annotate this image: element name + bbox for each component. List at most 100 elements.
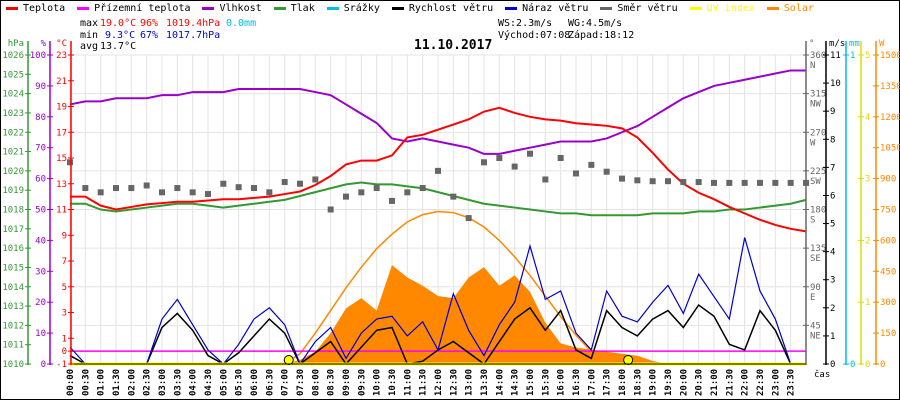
x-tick-label: 10:30 (388, 369, 398, 396)
wind-direction-point (266, 189, 273, 196)
axis-unit-wind: m/s (829, 39, 845, 49)
wind-direction-point (205, 191, 211, 198)
x-tick-label: 22:00 (741, 369, 751, 396)
axis-tick-label: 750 (880, 206, 896, 216)
axis-tick-label: 100 (30, 51, 46, 61)
axis-tick-label: 2 (830, 304, 835, 314)
axis-tick-label: 4 (830, 248, 835, 258)
axis-tick-label: 21 (56, 77, 67, 87)
wind-direction-point (373, 185, 380, 192)
wind-direction-point (711, 179, 717, 186)
x-tick-label: 13:30 (480, 369, 490, 396)
legend-label: Směr větru (617, 3, 678, 14)
axis-tick-label: 0 (41, 360, 46, 370)
legend-swatch (6, 7, 18, 10)
legend-label: Rychlost větru (408, 3, 494, 14)
axis-tick-label: 90 (35, 82, 46, 92)
legend-swatch (273, 7, 286, 10)
wind-direction-point (695, 179, 702, 186)
axis-direction-label: SE (810, 254, 821, 264)
legend-swatch (326, 7, 339, 10)
wind-direction-point (787, 179, 794, 186)
wind-direction-point (235, 184, 242, 191)
stat-max-label: max (80, 18, 99, 29)
wind-direction-point (435, 167, 441, 174)
axis-tick-label: 225 (810, 167, 826, 177)
legend-swatch (505, 7, 518, 10)
axis-tick-label: 1010 (2, 360, 24, 370)
axis-unit-solar: W (879, 39, 885, 49)
axis-tick-label: 45 (810, 321, 821, 331)
stat-max-temp: 19.0°C (100, 18, 137, 29)
axis-tick-label: 6 (830, 191, 835, 201)
stat-sunrise: Východ:07:08 (498, 30, 571, 41)
x-tick-label: 16:00 (557, 369, 567, 396)
wind-direction-point (481, 159, 487, 166)
axis-unit-rain: mm (849, 39, 860, 49)
wind-gust-line (69, 237, 806, 366)
x-tick-label: 18:30 (633, 369, 643, 396)
axis-tick-label: 11 (56, 206, 67, 216)
wind-direction-point (358, 189, 365, 196)
axis-tick-label: 10 (830, 79, 841, 89)
axis-tick-label: 10 (35, 329, 46, 339)
wind-direction-point (97, 189, 104, 196)
axis-direction-label: E (810, 293, 815, 303)
axis-tick-label: 1021 (2, 148, 24, 158)
legend-label: Teplota (23, 3, 66, 14)
legend: Teplota Přízemní teplota Vlhkost Tlak Srážky… (6, 3, 814, 14)
x-tick-label: 07:30 (296, 369, 306, 396)
axis-direction-label: W (810, 138, 816, 148)
axis-tick-label: 0 (865, 360, 870, 370)
wind-direction-point (251, 185, 257, 192)
axis-tick-label: 5 (62, 283, 67, 293)
axis-tick-label: 70 (35, 144, 46, 154)
axis-tick-label: 4 (865, 113, 870, 123)
stat-min-temp: 9.3°C (105, 30, 136, 41)
axis-tick-label: 7 (830, 163, 835, 173)
legend-item: Směr větru (600, 3, 678, 14)
axis-direction-label: N (810, 61, 815, 71)
axis-unit-hum: % (41, 39, 47, 49)
axis-tick-label: 23 (56, 51, 67, 61)
legend-swatch (391, 7, 404, 10)
wind-direction-point (67, 159, 73, 166)
x-tick-label: 07:00 (281, 369, 291, 396)
wind-direction-point (634, 177, 641, 184)
legend-item: Srážky (326, 3, 380, 14)
axis-tick-label: 1017 (2, 225, 24, 235)
x-tick-label: 20:30 (695, 369, 705, 396)
x-tick-label: 15:00 (526, 369, 536, 396)
wind-direction-point (404, 189, 411, 196)
axis-tick-label: 1500 (880, 51, 900, 61)
legend-swatch (689, 7, 702, 10)
axis-tick-label: 15 (56, 154, 67, 164)
wind-direction-point (603, 168, 610, 175)
legend-item: Náraz větru (505, 3, 588, 14)
wind-direction-point (726, 179, 733, 186)
wind-direction-point (649, 178, 656, 185)
legend-item: UV index (689, 3, 755, 14)
axis-tick-label: 1022 (2, 128, 24, 138)
wind-direction-point (189, 189, 196, 196)
wind-direction-point (665, 178, 671, 185)
axis-tick-label: 0 (850, 360, 855, 370)
x-tick-label: 01:00 (97, 369, 107, 396)
axis-tick-label: 0 (830, 360, 835, 370)
legend-label: UV index (706, 3, 755, 14)
wind-direction-point (511, 163, 518, 170)
wind-direction-point (496, 155, 503, 161)
axis-tick-label: -1 (56, 360, 67, 370)
axis-tick-label: 19 (56, 103, 67, 113)
axis-tick-label: 9 (830, 107, 835, 117)
chart-title: 11.10.2017 (414, 38, 493, 53)
axis-tick-label: 1016 (2, 244, 24, 254)
axis-tick-label: 450 (880, 267, 896, 277)
stat-min-label: min (80, 30, 99, 41)
axis-tick-label: 1011 (2, 341, 24, 351)
x-tick-label: 14:00 (495, 369, 505, 396)
axis-tick-label: 11 (830, 51, 841, 61)
x-tick-label: 22:30 (756, 369, 766, 396)
stat-wind-speed: WS:2.3m/s (498, 18, 553, 29)
wind-direction-point (465, 215, 472, 222)
